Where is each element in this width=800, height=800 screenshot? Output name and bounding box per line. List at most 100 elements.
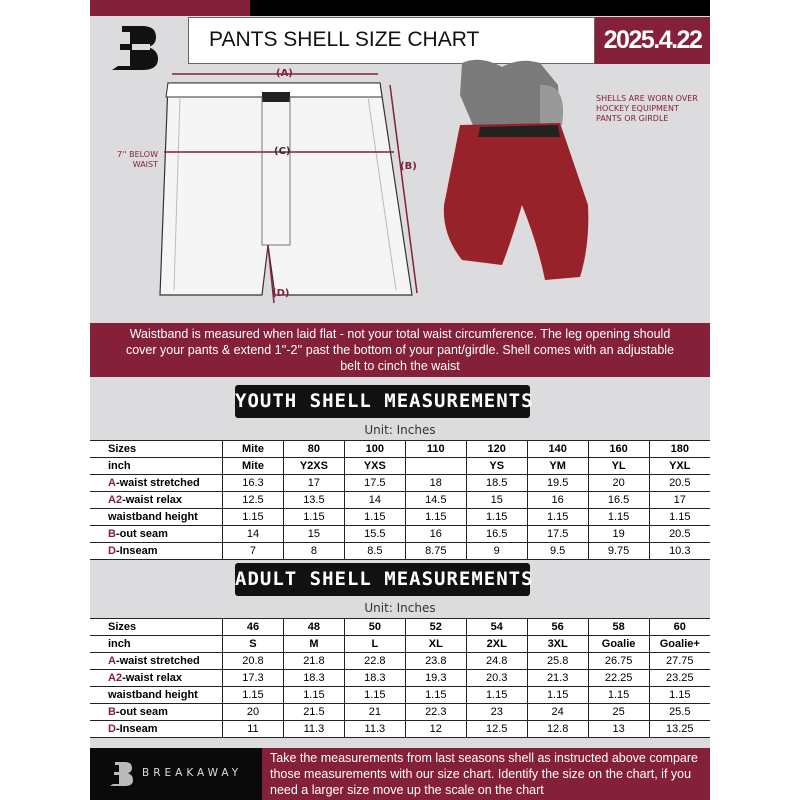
table-cell: 1.15 [587, 686, 650, 704]
row-label: inch [90, 457, 223, 475]
table-row: B-out seam 20 21.5 21 22.3 23 24 25 25.5 [90, 703, 710, 721]
table-cell: 56 [526, 618, 589, 636]
table-cell: 1.15 [465, 686, 528, 704]
row-label: Sizes [90, 618, 223, 636]
measure-code: A [108, 477, 116, 489]
table-cell: 17.5 [526, 525, 589, 543]
table-cell: 20.5 [648, 474, 710, 492]
label-c: (C) [274, 146, 291, 157]
table-cell: 7 [222, 542, 284, 560]
row-label: inch [90, 635, 223, 653]
measure-name: waistband height [108, 511, 198, 523]
table-row: inch S M L XL 2XL 3XL Goalie Goalie+ [90, 635, 710, 653]
table-cell: S [222, 635, 284, 653]
table-cell: 1.15 [222, 686, 284, 704]
table-cell: 1.15 [526, 686, 589, 704]
table-cell: 19.5 [526, 474, 589, 492]
measure-name: -Inseam [115, 545, 158, 557]
table-cell: M [282, 635, 345, 653]
table-cell: 80 [282, 440, 345, 458]
table-cell: 25.5 [648, 703, 710, 721]
table-cell: 16.5 [465, 525, 528, 543]
table-cell: 2XL [465, 635, 528, 653]
table-cell: 58 [587, 618, 650, 636]
table-cell: 3XL [526, 635, 589, 653]
row-label: A-waist stretched [90, 652, 223, 670]
brand-name: BREAKAWAY [142, 767, 243, 779]
table-cell: 21.3 [526, 669, 589, 687]
table-row: inch Mite Y2XS YXS YS YM YL YXL [90, 457, 710, 475]
footer-instructions: Take the measurements from last seasons … [262, 748, 710, 800]
brand-logo-icon [112, 26, 158, 70]
measure-code: A2 [108, 494, 123, 506]
measure-name: -out seam [115, 706, 168, 718]
measure-code: D [108, 723, 116, 735]
measure-code: B [108, 706, 116, 718]
table-cell: 9 [465, 542, 528, 560]
table-cell: 17.3 [222, 669, 284, 687]
table-cell: 160 [587, 440, 650, 458]
table-cell: 15 [282, 525, 345, 543]
table-cell: 19 [587, 525, 650, 543]
table-cell: 14.5 [404, 491, 467, 509]
table-row: Sizes Mite 80 100 110 120 140 160 180 [90, 440, 710, 458]
table-cell: 8.75 [404, 542, 467, 560]
table-cell: 20.5 [648, 525, 710, 543]
label-d: (D) [272, 288, 290, 299]
table-cell: 14 [343, 491, 406, 509]
row-label: A-waist stretched [90, 474, 223, 492]
table-cell: 1.15 [465, 508, 528, 526]
table-row: A-waist stretched 20.8 21.8 22.8 23.8 24.8 25.… [90, 652, 710, 670]
table-cell: 22.3 [404, 703, 467, 721]
row-label: waistband height [90, 686, 223, 704]
table-row: Sizes 46 48 50 52 54 56 58 60 [90, 618, 710, 636]
table-cell: Goalie [587, 635, 650, 653]
table-cell: 18.3 [282, 669, 345, 687]
measure-code: D [108, 545, 116, 557]
table-cell: 12.8 [526, 720, 589, 738]
page-title: PANTS SHELL SIZE CHART [188, 17, 595, 64]
table-cell: 1.15 [404, 686, 467, 704]
table-cell: 20 [222, 703, 284, 721]
table-cell: 9.75 [587, 542, 650, 560]
table-cell: 46 [222, 618, 284, 636]
measure-name: Sizes [108, 621, 137, 633]
adult-unit: Unit: Inches [364, 601, 436, 615]
measure-name: Sizes [108, 443, 137, 455]
table-cell: 24 [526, 703, 589, 721]
youth-section-title: YOUTH SHELL MEASUREMENTS [235, 385, 533, 418]
shell-photo [443, 59, 589, 280]
table-cell: 1.15 [526, 508, 589, 526]
table-row: A-waist stretched 16.3 17 17.5 18 18.5 19.5 20 2… [90, 474, 710, 492]
measure-code: A2 [108, 672, 123, 684]
table-cell: 20.3 [465, 669, 528, 687]
table-cell: 21.5 [282, 703, 345, 721]
table-cell: 25 [587, 703, 650, 721]
measure-name: -Inseam [115, 723, 158, 735]
table-cell: 13.5 [282, 491, 345, 509]
measure-name: inch [108, 638, 131, 650]
shell-note: SHELLS ARE WORN OVER HOCKEY EQUIPMENT PA… [596, 94, 698, 123]
table-cell: 16 [526, 491, 589, 509]
measure-name: -out seam [115, 528, 168, 540]
table-cell: XL [404, 635, 467, 653]
info-band: Waistband is measured when laid flat - n… [90, 323, 710, 377]
measure-name: -waist stretched [115, 477, 200, 489]
table-cell: 11.3 [343, 720, 406, 738]
table-cell: 1.15 [404, 508, 467, 526]
table-cell: 17.5 [343, 474, 406, 492]
table-cell: 110 [404, 440, 467, 458]
table-cell: L [343, 635, 406, 653]
table-cell: 54 [465, 618, 528, 636]
footer-brand: BREAKAWAY [90, 748, 262, 800]
table-cell: 11 [222, 720, 284, 738]
table-cell: 50 [343, 618, 406, 636]
table-cell: 26.75 [587, 652, 650, 670]
row-label: D-Inseam [90, 720, 223, 738]
table-cell: 1.15 [222, 508, 284, 526]
table-cell: 48 [282, 618, 345, 636]
table-cell: 20 [587, 474, 650, 492]
table-cell: 10.3 [648, 542, 710, 560]
table-cell: 11.3 [282, 720, 345, 738]
table-cell: 1.15 [343, 686, 406, 704]
